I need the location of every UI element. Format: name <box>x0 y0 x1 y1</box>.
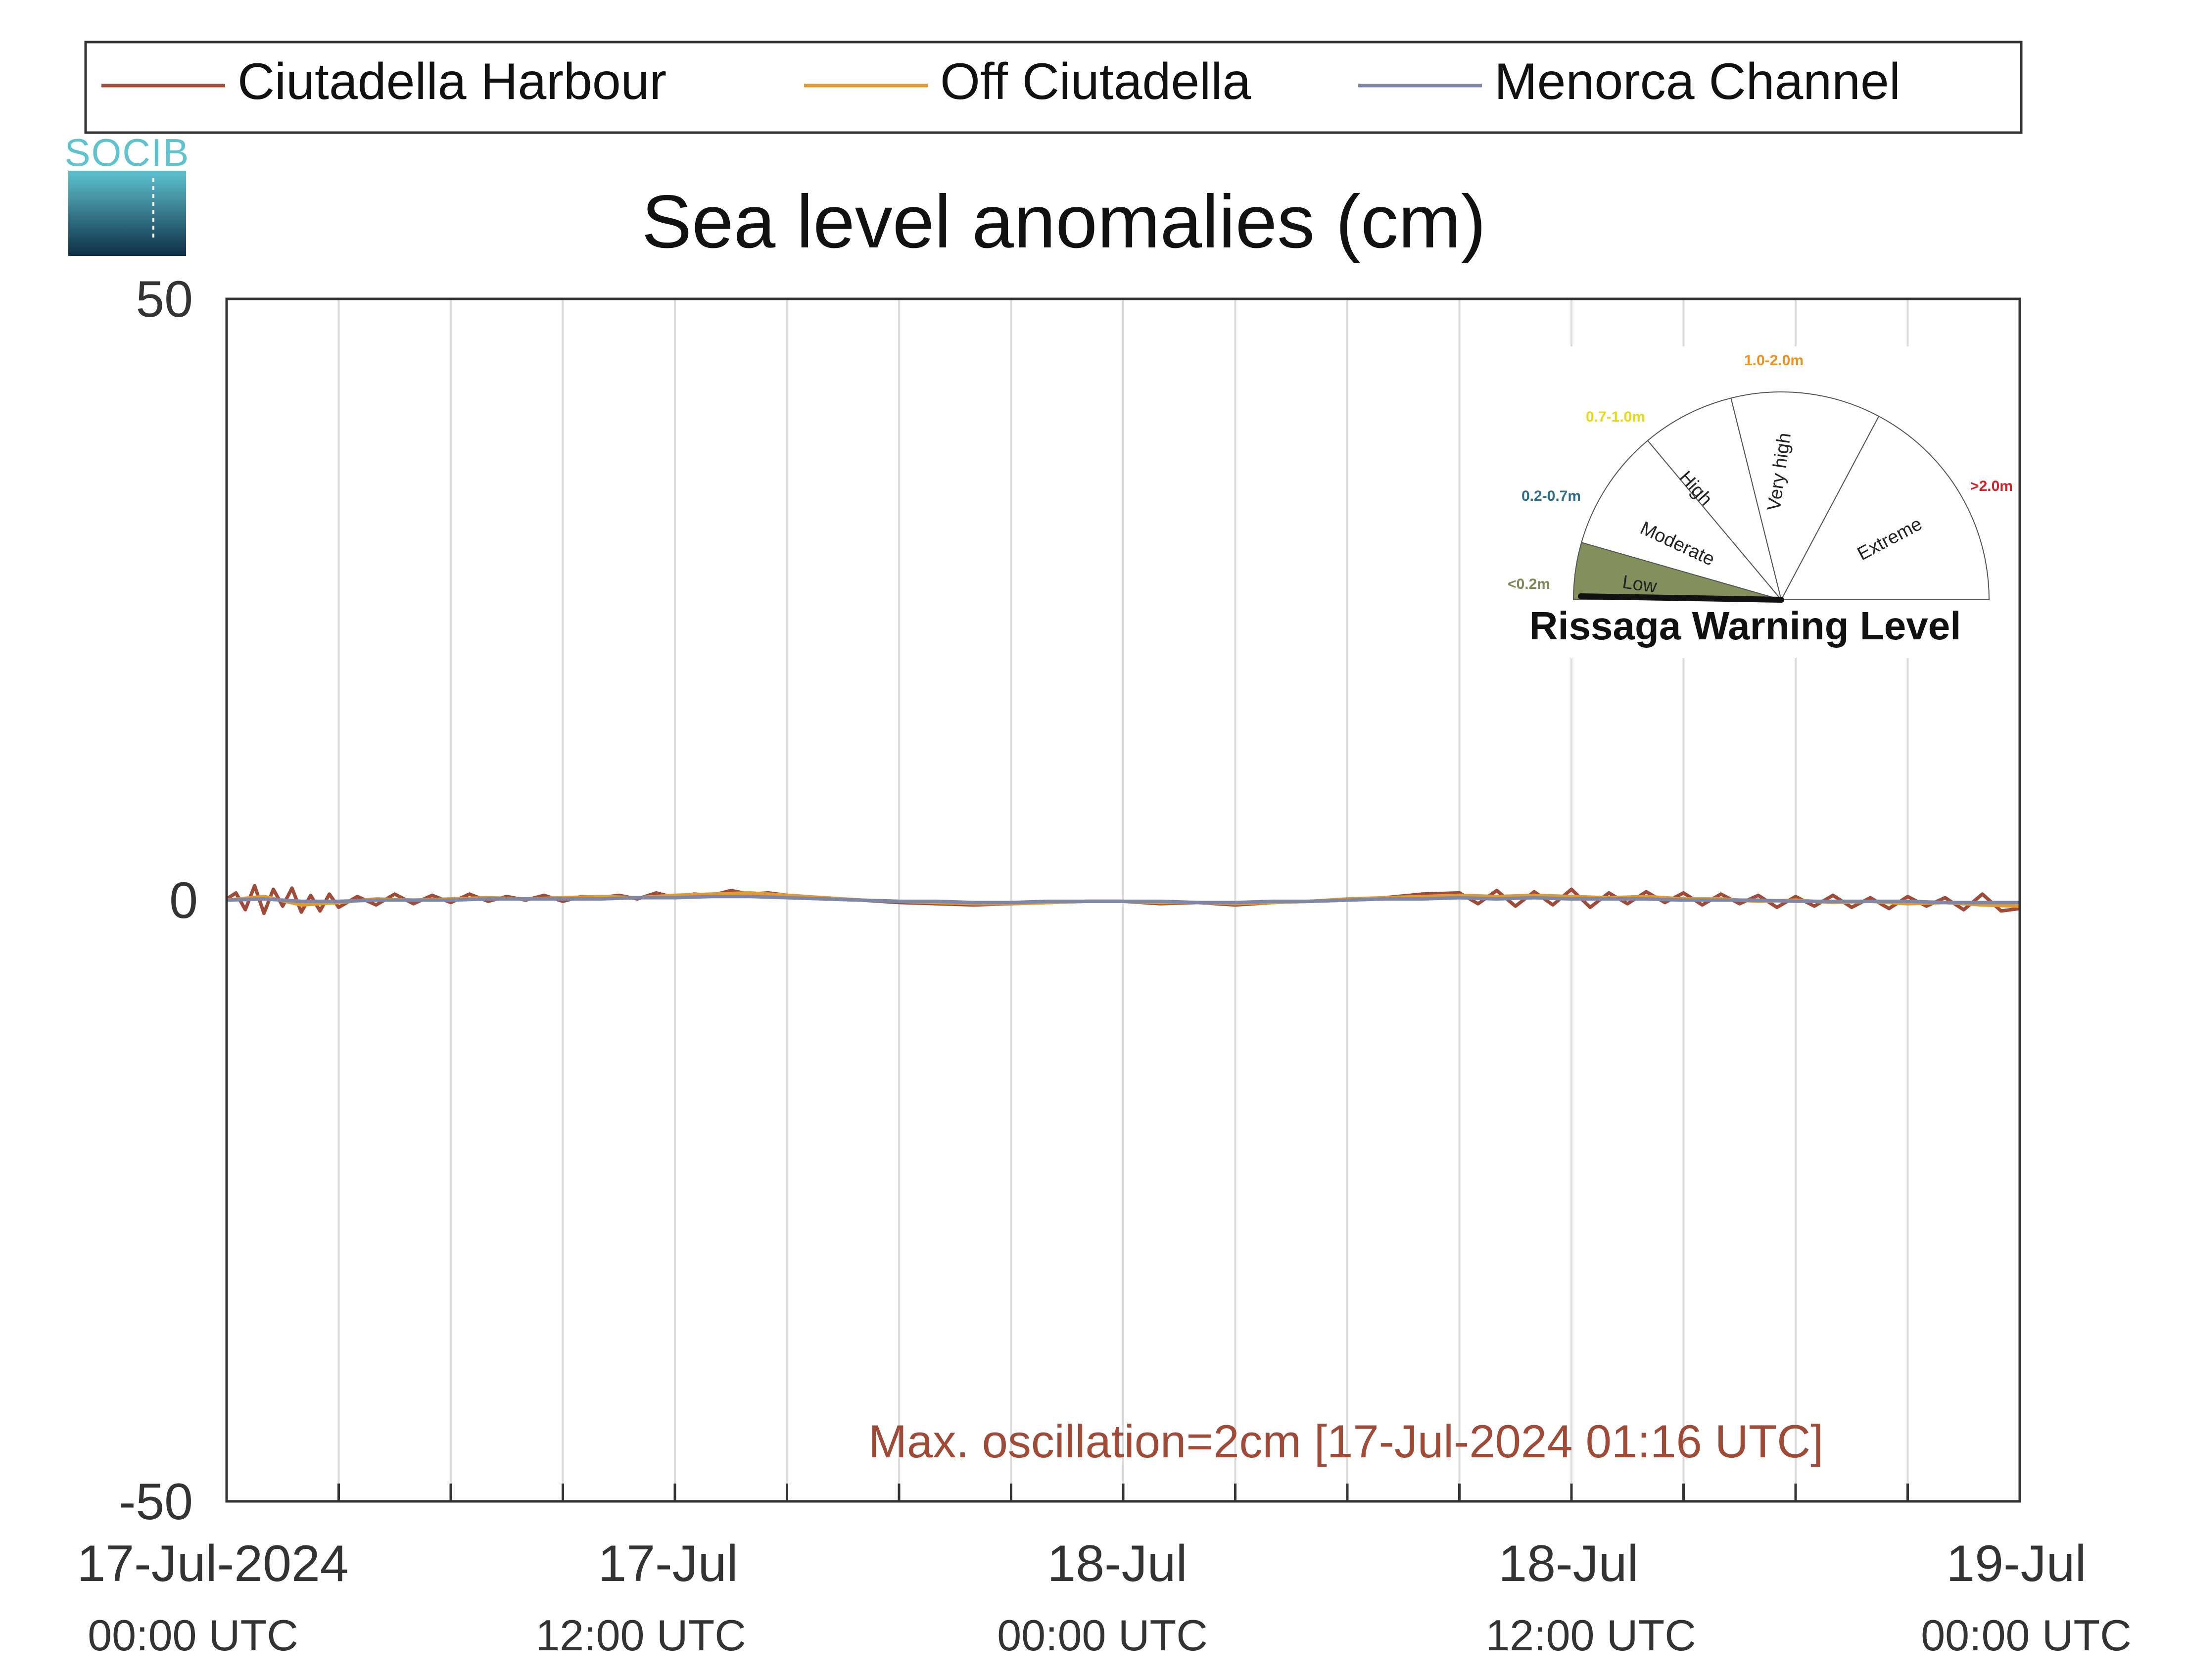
plot-frame <box>225 297 2021 1503</box>
x-tick-label-2-time: 00:00 UTC <box>997 1611 1208 1660</box>
gauge-range-label-low: <0.2m <box>1508 576 1550 592</box>
legend-label-menorca-channel: Menorca Channel <box>1494 53 1901 110</box>
rissaga-warning-gauge: Low Moderate High Very high Extreme <0.2… <box>1489 346 2016 658</box>
series-line-menorca-channel <box>226 895 2020 905</box>
y-tick-label-50: 50 <box>136 271 193 328</box>
max-oscillation-annotation: Max. oscillation=2cm [17-Jul-2024 01:16 … <box>868 1415 1824 1467</box>
gauge-range-label-extreme: >2.0m <box>1970 478 2013 494</box>
gauge-sectors <box>1572 391 1990 601</box>
gauge-range-label-moderate: 0.2-0.7m <box>1521 488 1581 504</box>
x-tick-label-4-date: 19-Jul <box>1946 1535 2086 1592</box>
gauge-sector-very-high <box>1730 391 1880 601</box>
legend-label-ciutadella-harbour: Ciutadella Harbour <box>238 53 666 110</box>
gauge-sector-extreme <box>1780 415 1990 600</box>
x-tick-label-0-date: 17-Jul-2024 <box>77 1535 348 1592</box>
x-tick-label-2-date: 18-Jul <box>1047 1535 1187 1592</box>
socib-logo: SOCIB <box>65 131 190 256</box>
gauge-needle <box>1578 593 1784 603</box>
gauge-range-label-very-high: 1.0-2.0m <box>1744 352 1804 369</box>
chart-title: Sea level anomalies (cm) <box>642 180 1486 264</box>
x-tick-label-0-time: 00:00 UTC <box>88 1611 298 1660</box>
gauge-sector-label-low: Low <box>1621 572 1658 597</box>
gauge-sector-high <box>1647 397 1782 600</box>
series-lines <box>226 884 2020 915</box>
legend-frame <box>84 41 2023 134</box>
logo-water-block <box>68 171 186 256</box>
x-tick-label-3-date: 18-Jul <box>1498 1535 1638 1592</box>
x-tick-label-4-time: 00:00 UTC <box>1921 1611 2132 1660</box>
gauge-title: Rissaga Warning Level <box>1529 604 1961 648</box>
x-tick-label-1-time: 12:00 UTC <box>535 1611 746 1660</box>
y-tick-label-minus-50: -50 <box>119 1473 193 1531</box>
x-tick-label-1-date: 17-Jul <box>598 1535 738 1592</box>
x-tick-label-3-time: 12:00 UTC <box>1485 1611 1696 1660</box>
gauge-range-label-high: 0.7-1.0m <box>1586 409 1645 425</box>
legend-label-off-ciutadella: Off Ciutadella <box>940 53 1251 110</box>
logo-text: SOCIB <box>65 131 190 174</box>
gauge-sector-moderate <box>1581 439 1783 601</box>
x-tick-labels: 17-Jul-2024 00:00 UTC 17-Jul 12:00 UTC 1… <box>77 1535 2131 1660</box>
legend: Ciutadella Harbour Off Ciutadella Menorc… <box>84 41 2023 134</box>
y-tick-label-0: 0 <box>169 872 198 929</box>
x-tick-marks <box>337 1484 1909 1501</box>
